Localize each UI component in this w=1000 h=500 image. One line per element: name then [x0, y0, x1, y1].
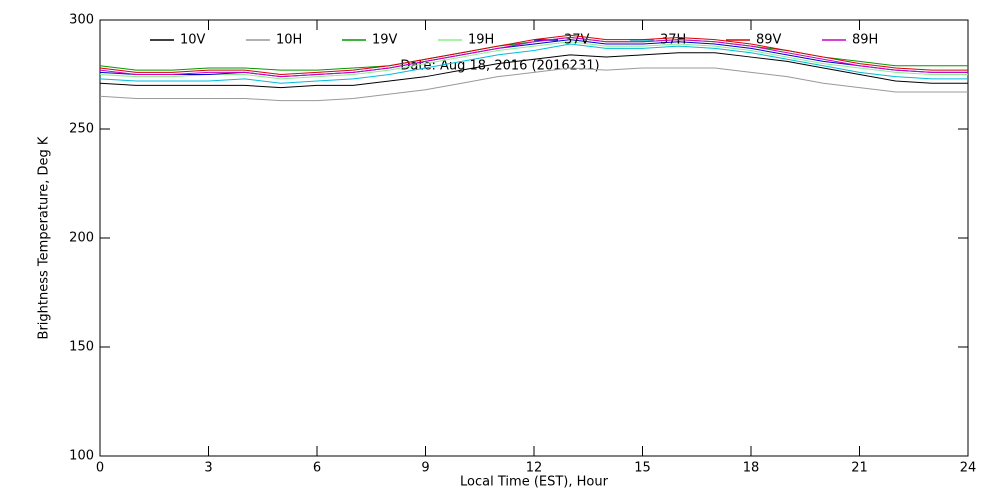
- x-axis-label: Local Time (EST), Hour: [460, 475, 609, 490]
- x-tick-label: 6: [313, 461, 321, 476]
- x-tick-label: 24: [960, 461, 977, 476]
- x-tick-label: 3: [204, 461, 212, 476]
- x-tick-label: 12: [526, 461, 543, 476]
- legend-label: 19V: [372, 33, 398, 48]
- x-tick-label: 0: [96, 461, 104, 476]
- legend-label: 89V: [756, 33, 782, 48]
- series-line: [99, 52, 968, 89]
- annotation: Date: Aug 18, 2016 (2016231): [400, 59, 599, 74]
- legend-label: 10H: [276, 33, 302, 48]
- x-tick-label: 21: [851, 461, 868, 476]
- y-tick-label: 300: [69, 13, 94, 28]
- x-tick-label: 15: [634, 461, 651, 476]
- y-tick-label: 200: [69, 231, 94, 246]
- y-tick-label: 250: [69, 122, 94, 137]
- x-tick-label: 18: [743, 461, 760, 476]
- legend-label: 10V: [180, 33, 206, 48]
- legend-label: 19H: [468, 33, 494, 48]
- series-line: [99, 67, 968, 102]
- series-line: [99, 41, 968, 80]
- y-axis-label: Brightness Temperature, Deg K: [37, 136, 52, 339]
- y-tick-label: 100: [69, 449, 94, 464]
- y-tick-label: 150: [69, 340, 94, 355]
- x-tick-label: 9: [421, 461, 429, 476]
- legend-label: 89H: [852, 33, 878, 48]
- series-line: [99, 43, 968, 84]
- series-line: [99, 34, 968, 76]
- series-line: [99, 36, 968, 78]
